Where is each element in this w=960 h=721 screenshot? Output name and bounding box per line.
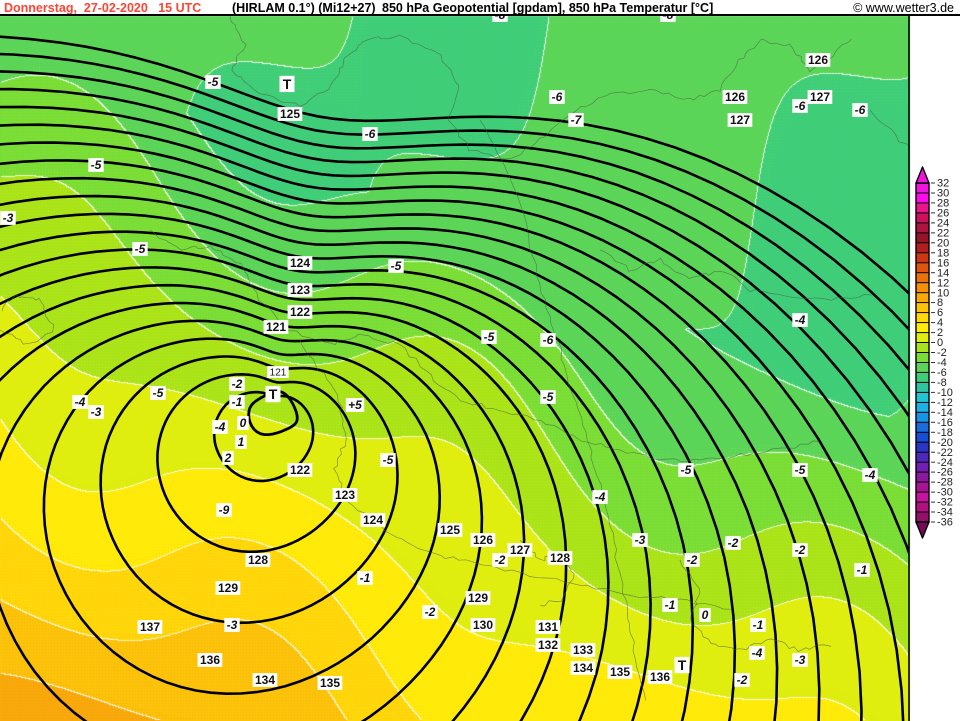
svg-text:-2: -2 xyxy=(737,673,748,687)
svg-text:123: 123 xyxy=(290,283,310,297)
svg-text:-4: -4 xyxy=(215,420,226,434)
svg-text:2: 2 xyxy=(224,451,232,465)
svg-text:-3: -3 xyxy=(91,405,102,419)
svg-text:-2: -2 xyxy=(495,553,506,567)
svg-text:-5: -5 xyxy=(208,75,219,89)
svg-text:-1: -1 xyxy=(360,571,371,585)
svg-text:-3: -3 xyxy=(227,618,238,632)
svg-text:125: 125 xyxy=(280,107,300,121)
svg-text:-7: -7 xyxy=(571,113,583,127)
svg-text:125: 125 xyxy=(440,523,460,537)
svg-text:-3: -3 xyxy=(635,533,646,547)
svg-text:-2: -2 xyxy=(425,605,436,619)
svg-text:-6: -6 xyxy=(543,333,554,347)
svg-text:-4: -4 xyxy=(75,395,86,409)
svg-text:-5: -5 xyxy=(543,390,554,404)
svg-text:-4: -4 xyxy=(795,313,806,327)
svg-text:126: 126 xyxy=(473,533,493,547)
svg-text:-5: -5 xyxy=(391,259,402,273)
svg-text:-5: -5 xyxy=(153,386,164,400)
svg-text:129: 129 xyxy=(218,581,238,595)
svg-text:134: 134 xyxy=(255,673,275,687)
svg-text:0: 0 xyxy=(702,608,709,622)
svg-text:121: 121 xyxy=(270,367,287,378)
svg-text:-2: -2 xyxy=(795,543,806,557)
svg-text:-5: -5 xyxy=(135,242,146,256)
svg-text:-5: -5 xyxy=(795,463,806,477)
svg-text:122: 122 xyxy=(290,463,310,477)
svg-text:137: 137 xyxy=(140,620,160,634)
svg-text:124: 124 xyxy=(363,513,383,527)
svg-text:-9: -9 xyxy=(219,503,230,517)
svg-text:-1: -1 xyxy=(857,563,868,577)
svg-text:121: 121 xyxy=(266,320,286,334)
svg-text:136: 136 xyxy=(650,670,670,684)
svg-text:123: 123 xyxy=(335,488,355,502)
svg-text:-2: -2 xyxy=(687,553,698,567)
svg-text:-6: -6 xyxy=(552,90,563,104)
svg-text:133: 133 xyxy=(573,643,593,657)
svg-text:136: 136 xyxy=(200,653,220,667)
svg-text:-36: -36 xyxy=(937,517,953,529)
svg-text:124: 124 xyxy=(290,256,310,270)
svg-text:-5: -5 xyxy=(91,158,102,172)
svg-text:130: 130 xyxy=(473,618,493,632)
svg-text:T: T xyxy=(269,386,278,402)
svg-text:0: 0 xyxy=(240,416,247,430)
svg-text:T: T xyxy=(283,76,292,92)
svg-text:-5: -5 xyxy=(383,453,394,467)
svg-text:-2: -2 xyxy=(232,377,243,391)
svg-text:-2: -2 xyxy=(728,536,739,550)
svg-text:T: T xyxy=(678,657,687,673)
svg-text:135: 135 xyxy=(610,665,630,679)
svg-text:135: 135 xyxy=(320,676,340,690)
svg-text:128: 128 xyxy=(248,553,268,567)
svg-text:-6: -6 xyxy=(365,127,376,141)
svg-text:127: 127 xyxy=(510,543,530,557)
svg-text:126: 126 xyxy=(808,53,828,67)
svg-text:127: 127 xyxy=(810,90,830,104)
svg-text:127: 127 xyxy=(730,113,750,127)
svg-text:131: 131 xyxy=(538,620,558,634)
svg-text:134: 134 xyxy=(573,661,593,675)
svg-text:1: 1 xyxy=(238,435,245,449)
svg-text:-5: -5 xyxy=(681,463,692,477)
svg-text:-5: -5 xyxy=(484,330,495,344)
svg-text:-4: -4 xyxy=(865,468,876,482)
svg-text:129: 129 xyxy=(468,591,488,605)
svg-text:+5: +5 xyxy=(348,398,362,412)
svg-text:126: 126 xyxy=(725,90,745,104)
svg-text:-4: -4 xyxy=(595,490,606,504)
svg-text:-3: -3 xyxy=(795,653,806,667)
svg-text:122: 122 xyxy=(290,305,310,319)
svg-text:-1: -1 xyxy=(232,395,243,409)
svg-text:-1: -1 xyxy=(753,618,764,632)
svg-text:-1: -1 xyxy=(665,598,676,612)
svg-text:-4: -4 xyxy=(752,646,763,660)
svg-text:-6: -6 xyxy=(795,99,806,113)
svg-text:-3: -3 xyxy=(3,211,14,225)
svg-text:-6: -6 xyxy=(855,103,866,117)
svg-text:128: 128 xyxy=(550,551,570,565)
svg-text:132: 132 xyxy=(538,638,558,652)
